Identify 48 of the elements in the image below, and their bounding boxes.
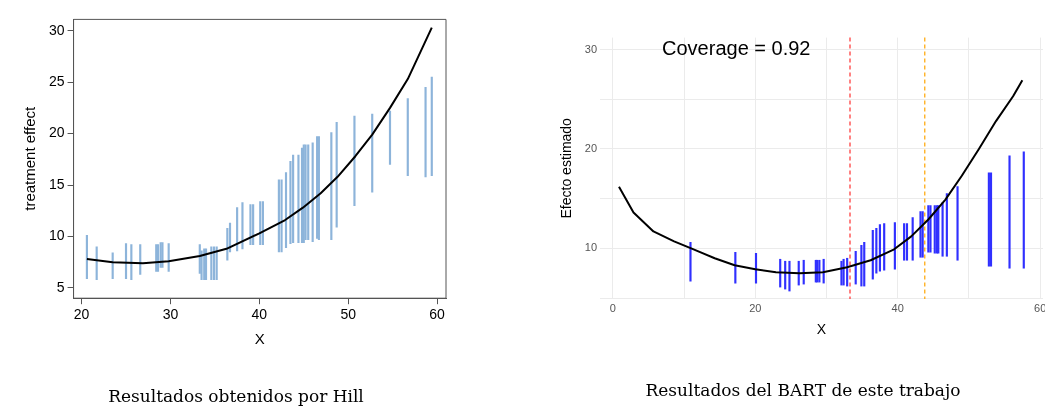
y-axis-title: treatment effect: [21, 106, 39, 211]
bar: [292, 154, 295, 243]
bar: [406, 98, 409, 177]
x-tick-label: 0: [609, 301, 616, 314]
y-tick-label: 25: [48, 73, 65, 90]
bar: [388, 110, 392, 165]
bar: [989, 172, 993, 267]
text: Resultados obtenidos por Hill: [107, 386, 365, 406]
bar: [878, 224, 881, 272]
y-tick-label: 5: [56, 278, 65, 295]
bar: [956, 186, 959, 261]
bar: [335, 121, 338, 228]
bar: [689, 242, 692, 282]
x-axis-title: X: [816, 321, 827, 338]
x-tick-label: 60: [1034, 301, 1045, 314]
bar: [241, 202, 244, 250]
text: Resultados del BART de este trabajo: [644, 380, 962, 400]
bar: [307, 144, 310, 240]
bar: [284, 172, 288, 249]
x-tick-label: 20: [73, 306, 90, 323]
bar: [941, 202, 944, 257]
bar: [1008, 155, 1011, 269]
bar: [330, 132, 333, 240]
y-tick-label: 10: [48, 227, 65, 244]
x-tick-label: 60: [429, 306, 446, 323]
y-tick-label: 30: [48, 21, 65, 38]
bar: [311, 142, 314, 242]
bar: [353, 115, 356, 206]
bar: [430, 76, 433, 177]
y-tick-label: 10: [584, 241, 598, 254]
x-tick-label: 40: [251, 306, 268, 323]
bar: [987, 172, 990, 267]
y-tick-label: 20: [584, 141, 598, 154]
x-tick-label: 50: [340, 306, 357, 323]
y-tick-label: 15: [48, 175, 65, 192]
annotation: Coverage = 0.92: [662, 37, 811, 60]
x-axis-title: X: [254, 330, 265, 348]
bar: [424, 86, 427, 178]
y-tick-label: 30: [584, 42, 598, 55]
y-axis-title: Efecto estimado: [558, 117, 575, 219]
x-tick-label: 20: [749, 301, 762, 314]
bar: [1022, 151, 1025, 269]
bar: [883, 223, 886, 271]
bar: [788, 260, 791, 292]
bar: [85, 235, 88, 279]
x-tick-label: 40: [891, 301, 904, 314]
y-tick-label: 20: [48, 124, 65, 141]
x-tick-label: 30: [162, 306, 179, 323]
